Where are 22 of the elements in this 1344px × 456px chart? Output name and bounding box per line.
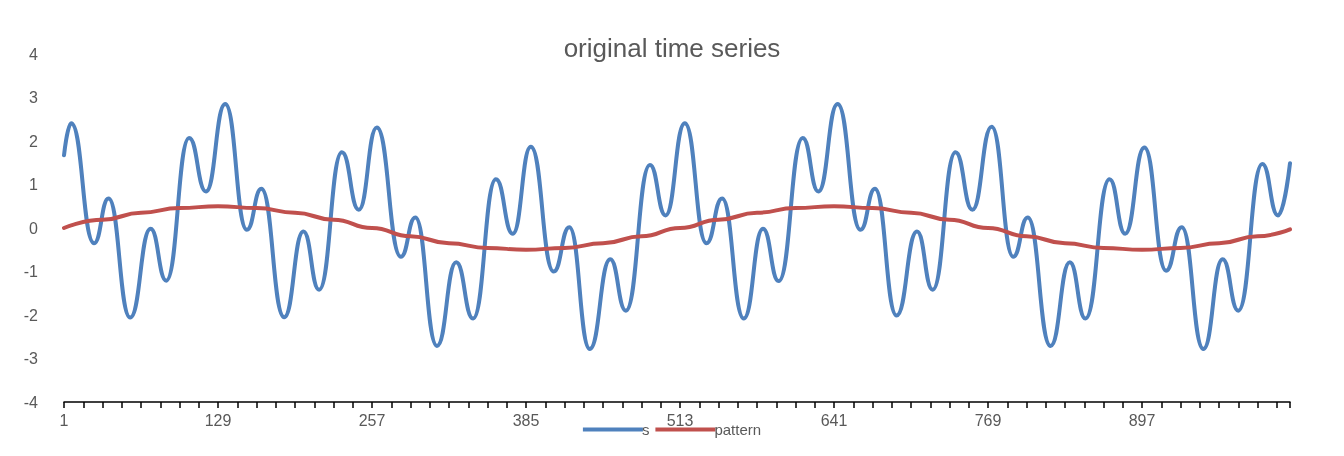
legend-label: pattern — [714, 421, 762, 438]
x-tick-label: 769 — [974, 411, 1002, 429]
y-tick-label: 1 — [29, 176, 39, 193]
legend-label: s — [641, 421, 650, 438]
chart-title: original time series — [563, 33, 781, 63]
y-tick-label: -1 — [23, 263, 39, 280]
x-tick-label: 897 — [1128, 411, 1156, 429]
line-series — [62, 204, 1292, 252]
y-tick-label: -2 — [23, 306, 39, 324]
x-tick-label: 257 — [358, 411, 386, 429]
x-tick-label: 1 — [59, 411, 69, 429]
y-tick-label: 2 — [29, 132, 39, 150]
x-tick-label: 385 — [512, 411, 540, 429]
x-tick-label: 129 — [204, 411, 232, 429]
y-tick-label: -4 — [23, 393, 39, 411]
x-tick-label: 513 — [666, 411, 694, 429]
y-tick-label: -3 — [23, 350, 39, 367]
y-tick-label: 3 — [29, 89, 39, 106]
y-tick-label: 0 — [29, 219, 39, 237]
x-tick-label: 641 — [820, 411, 848, 429]
line-series — [62, 102, 1292, 351]
y-tick-label: 4 — [29, 45, 39, 63]
